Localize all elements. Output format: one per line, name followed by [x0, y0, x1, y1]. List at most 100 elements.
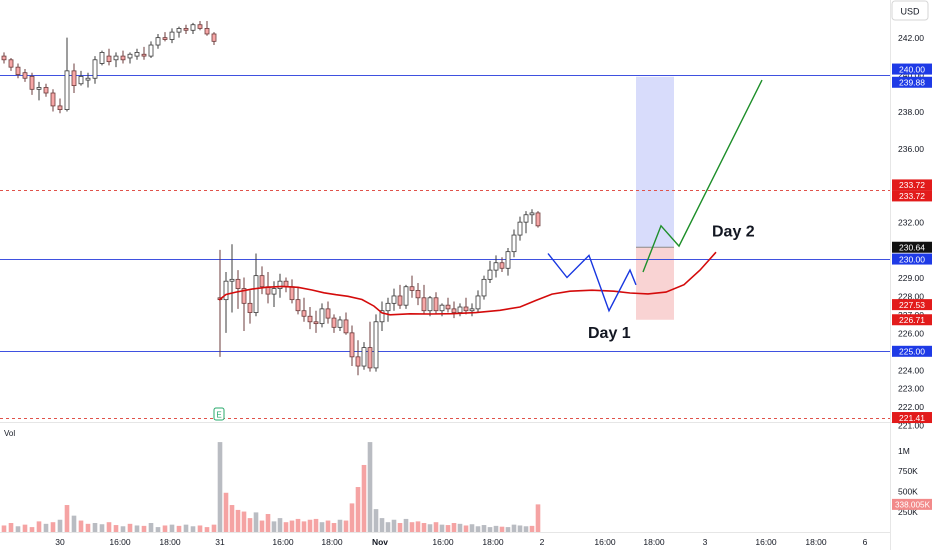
candle-body[interactable]: [183, 28, 189, 31]
candle-body[interactable]: [469, 308, 475, 312]
candle-body[interactable]: [487, 269, 493, 280]
candle-body[interactable]: [113, 55, 119, 61]
candle-body[interactable]: [211, 33, 217, 42]
price-tag[interactable]: [892, 63, 932, 75]
candle-body[interactable]: [36, 87, 42, 90]
candle-body[interactable]: [78, 75, 84, 85]
candle-body[interactable]: [301, 310, 307, 317]
candle-body[interactable]: [85, 77, 91, 81]
candle-body[interactable]: [1, 55, 7, 61]
candle-body[interactable]: [463, 306, 469, 312]
candle-body[interactable]: [529, 212, 535, 216]
candle-body[interactable]: [92, 59, 98, 79]
candle-body[interactable]: [64, 70, 70, 111]
drawn-lines[interactable]: [218, 79, 763, 316]
candle-body[interactable]: [337, 319, 343, 328]
candle-body[interactable]: [197, 24, 203, 29]
candle-body[interactable]: [409, 286, 415, 291]
candle-body[interactable]: [247, 302, 253, 313]
candle-body[interactable]: [493, 262, 499, 271]
price-tag[interactable]: [892, 345, 932, 357]
candle-body[interactable]: [8, 59, 14, 68]
candle-body[interactable]: [403, 286, 409, 306]
candle-body[interactable]: [223, 280, 229, 301]
candle-body[interactable]: [50, 92, 56, 107]
candle-body[interactable]: [127, 53, 133, 59]
candle-body[interactable]: [511, 234, 517, 253]
candle-body[interactable]: [190, 24, 196, 31]
candle-body[interactable]: [451, 308, 457, 313]
candle-body[interactable]: [349, 332, 355, 358]
candle-body[interactable]: [523, 214, 529, 223]
candle-body[interactable]: [343, 319, 349, 334]
candle-body[interactable]: [155, 37, 161, 46]
target-zone[interactable]: [636, 76, 674, 248]
candle-body[interactable]: [289, 286, 295, 301]
candle-body[interactable]: [71, 70, 77, 87]
candle-body[interactable]: [433, 297, 439, 312]
price-tag[interactable]: [892, 253, 932, 265]
candle-body[interactable]: [481, 278, 487, 297]
candle-body[interactable]: [325, 308, 331, 319]
candle-body[interactable]: [43, 87, 49, 94]
price-tag[interactable]: [892, 314, 932, 326]
candle-body[interactable]: [162, 37, 168, 40]
candle-body[interactable]: [319, 308, 325, 325]
price-tag[interactable]: [892, 241, 932, 253]
candle-body[interactable]: [169, 31, 175, 40]
candle-body[interactable]: [415, 290, 421, 299]
candle-body[interactable]: [475, 295, 481, 310]
candle-body[interactable]: [361, 347, 367, 367]
candle-body[interactable]: [499, 262, 505, 269]
candle-body[interactable]: [397, 295, 403, 306]
candle-body[interactable]: [517, 221, 523, 236]
candle-body[interactable]: [271, 288, 277, 295]
price-tag[interactable]: [892, 76, 932, 88]
candle-body[interactable]: [331, 317, 337, 328]
horizontal-levels[interactable]: [0, 75, 890, 419]
candle-body[interactable]: [505, 251, 511, 269]
price-axis[interactable]: 242.00240.00238.00236.00234.00232.00229.…: [892, 33, 932, 517]
stop-zone[interactable]: [636, 247, 674, 320]
candle-body[interactable]: [277, 280, 283, 289]
candle-body[interactable]: [141, 53, 147, 57]
candle-body[interactable]: [379, 310, 385, 323]
candle-body[interactable]: [253, 275, 259, 313]
price-tag[interactable]: [892, 179, 932, 191]
candle-body[interactable]: [22, 72, 28, 79]
candle-body[interactable]: [99, 52, 105, 64]
candle-body[interactable]: [307, 315, 313, 323]
candle-body[interactable]: [385, 302, 391, 312]
candle-body[interactable]: [15, 66, 21, 75]
risk-reward-tool[interactable]: [636, 76, 674, 320]
price-tag[interactable]: [892, 190, 932, 202]
candle-body[interactable]: [439, 304, 445, 312]
time-axis[interactable]: 30 16:00 18:00 31 16:00 18:00 Nov 16:00 18:00 2 16…: [55, 537, 867, 547]
price-tag[interactable]: [892, 412, 932, 424]
candle-body[interactable]: [204, 28, 210, 35]
candle-body[interactable]: [391, 295, 397, 304]
vwap-line[interactable]: [218, 251, 717, 316]
candle-body[interactable]: [427, 297, 433, 312]
price-tag[interactable]: [892, 299, 932, 311]
candle-body[interactable]: [235, 278, 241, 289]
candle-body[interactable]: [120, 55, 126, 61]
candle-body[interactable]: [106, 55, 112, 63]
candle-body[interactable]: [241, 288, 247, 304]
candle-body[interactable]: [29, 75, 35, 90]
currency-selector[interactable]: USD: [891, 0, 929, 21]
candle-body[interactable]: [367, 347, 373, 369]
candle-body[interactable]: [259, 275, 265, 288]
candle-body[interactable]: [148, 44, 154, 57]
candle-body[interactable]: [313, 321, 319, 325]
candle-body[interactable]: [176, 28, 182, 33]
projection-day2-line[interactable]: [642, 79, 763, 273]
candle-body[interactable]: [134, 52, 140, 57]
candle-body[interactable]: [229, 278, 235, 282]
candle-body[interactable]: [457, 306, 463, 313]
candle-body[interactable]: [535, 212, 541, 227]
candle-body[interactable]: [445, 304, 451, 310]
candle-body[interactable]: [355, 356, 361, 367]
candle-body[interactable]: [295, 299, 301, 312]
